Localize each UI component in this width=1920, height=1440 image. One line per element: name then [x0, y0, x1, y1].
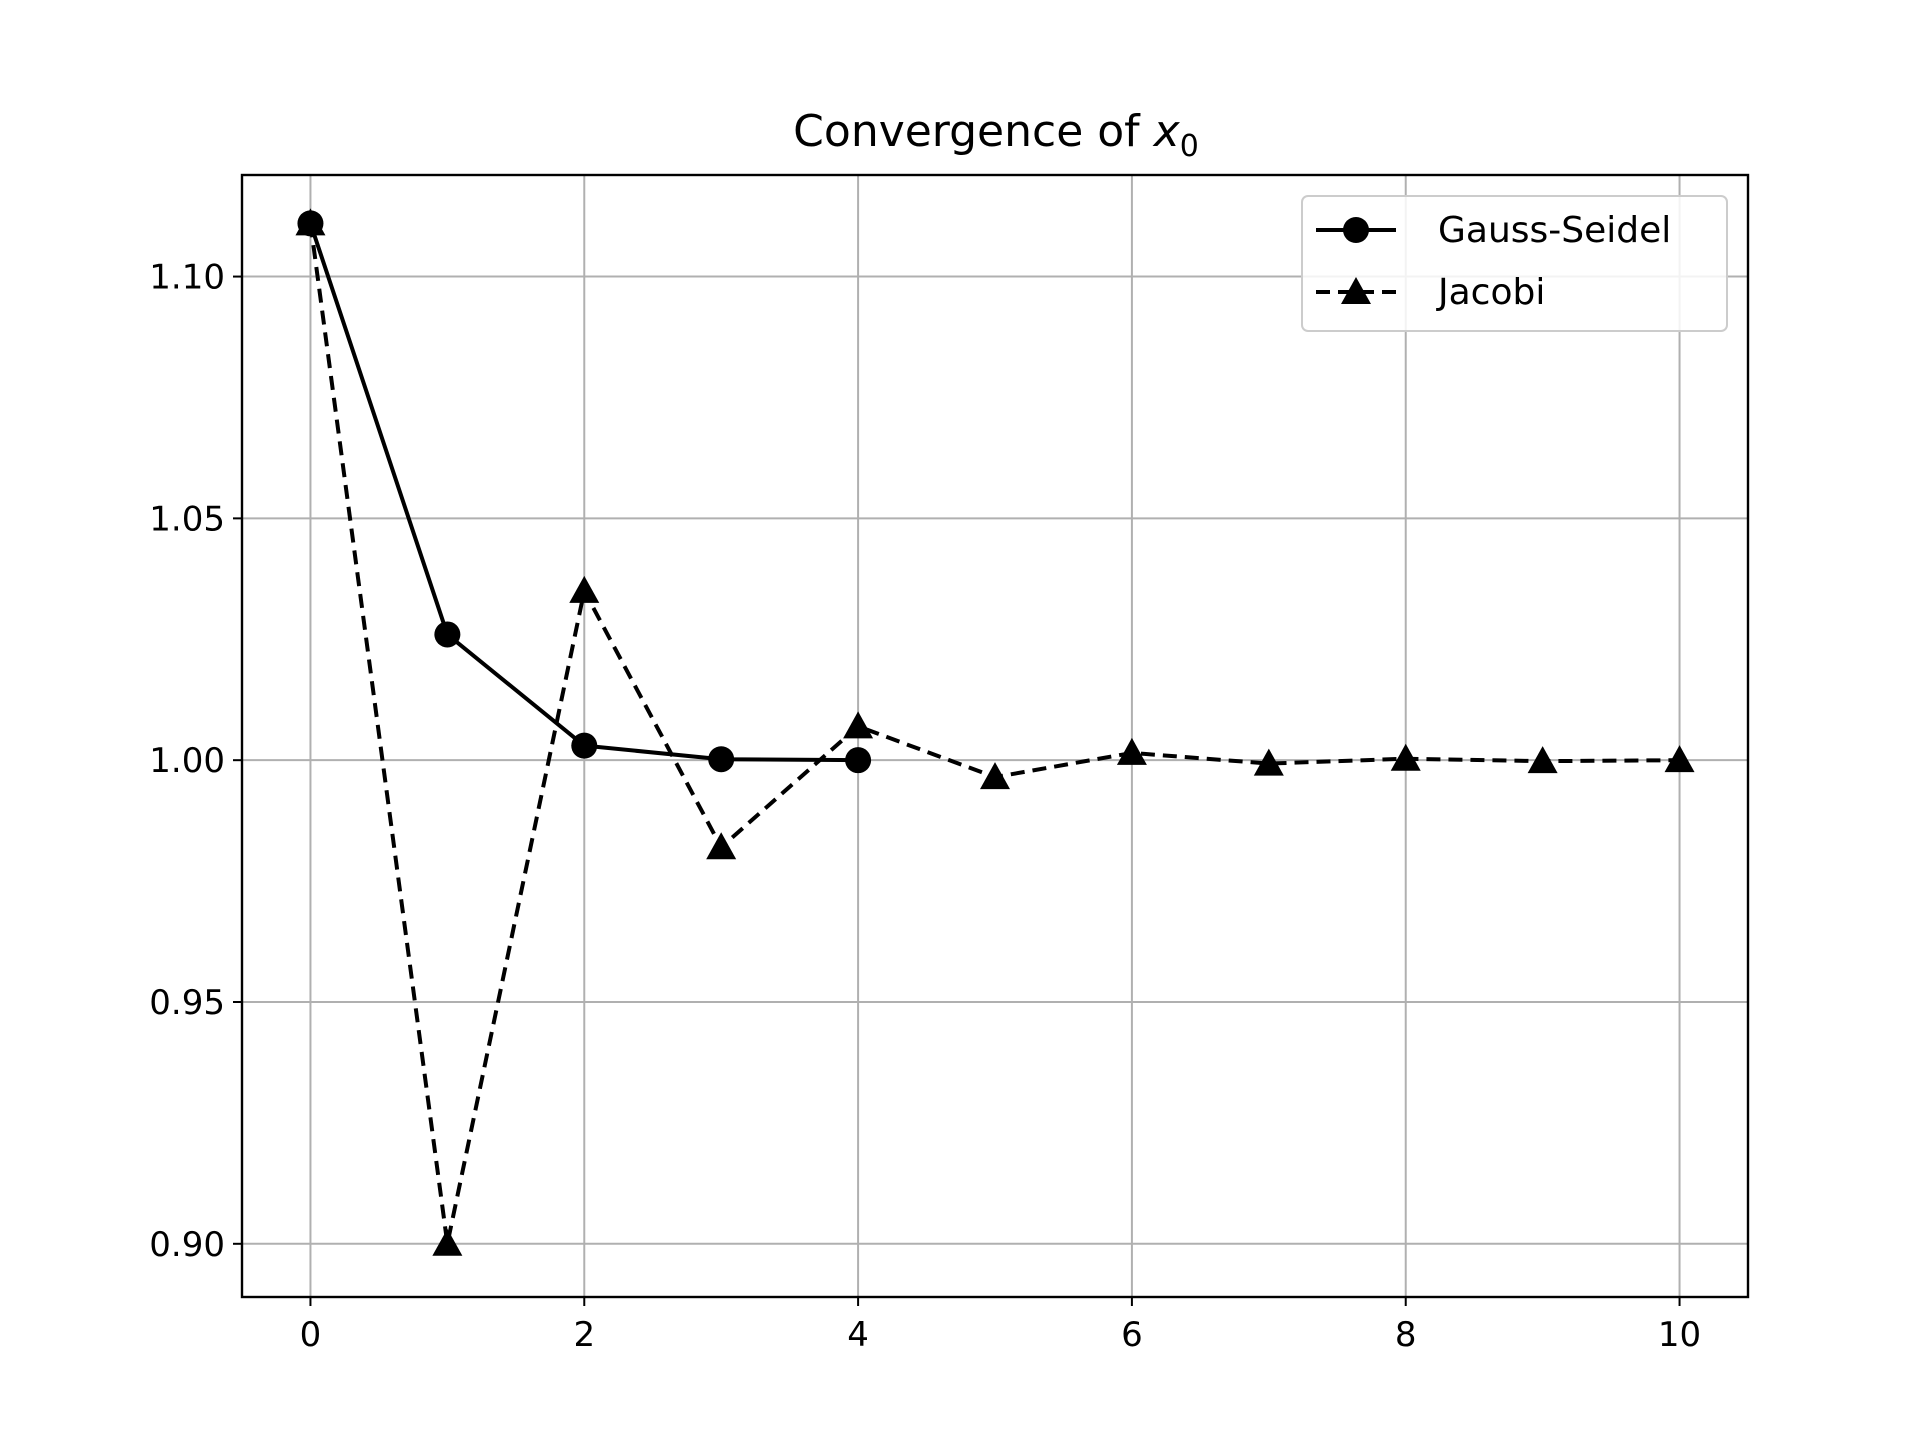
data-point-jacobi [1664, 745, 1695, 773]
chart-title: Convergence of x0 [793, 106, 1199, 164]
legend: Gauss-Seidel Jacobi [1301, 195, 1728, 332]
data-point-gauss-seidel [708, 746, 735, 773]
legend-label-jacobi: Jacobi [1436, 272, 1545, 313]
x-tick-label: 6 [1121, 1315, 1143, 1355]
data-point-jacobi [1116, 737, 1147, 765]
chart-title-main: Convergence of [793, 106, 1154, 157]
y-tick-label: 1.00 [149, 741, 225, 781]
x-tick-label: 2 [573, 1315, 595, 1355]
data-point-jacobi [1527, 746, 1558, 774]
chart-title-subscript: 0 [1180, 129, 1199, 164]
data-point-jacobi [1253, 748, 1284, 776]
y-tick-label: 1.05 [149, 499, 225, 539]
data-point-jacobi [432, 1228, 463, 1256]
series-jacobi [295, 208, 1695, 1256]
plot-frame [240, 173, 1750, 1299]
data-point-gauss-seidel [845, 747, 872, 774]
data-point-gauss-seidel [434, 621, 461, 648]
data-point-jacobi [706, 832, 737, 860]
series-gauss-seidel [297, 210, 872, 774]
x-tick-label: 8 [1395, 1315, 1417, 1355]
y-tick-label: 1.10 [149, 258, 225, 298]
legend-marker-jacobi [1341, 277, 1371, 304]
legend-box [1301, 195, 1728, 332]
data-point-jacobi [569, 575, 600, 603]
y-tick-label: 0.90 [149, 1225, 225, 1265]
chart-title-variable: x [1152, 106, 1181, 157]
x-tick-label: 0 [300, 1315, 322, 1355]
axis-ticks: 0 2 4 6 8 10 0.90 0.95 1.00 1.05 1.10 [149, 258, 1701, 1355]
data-point-gauss-seidel [571, 732, 598, 759]
data-point-jacobi [843, 711, 874, 739]
legend-label-gauss-seidel: Gauss-Seidel [1438, 210, 1671, 251]
x-tick-label: 10 [1658, 1315, 1701, 1355]
y-tick-label: 0.95 [149, 983, 225, 1023]
data-point-gauss-seidel [297, 210, 324, 237]
legend-marker-gauss-seidel [1343, 217, 1369, 243]
series-layer [295, 208, 1695, 1256]
x-tick-label: 4 [847, 1315, 869, 1355]
data-point-jacobi [980, 762, 1010, 790]
data-point-jacobi [1390, 743, 1421, 771]
